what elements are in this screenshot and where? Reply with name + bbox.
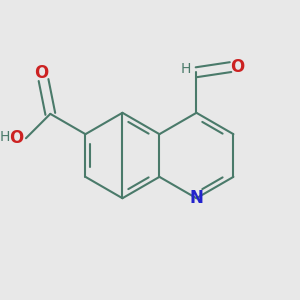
Text: N: N xyxy=(190,189,203,207)
Text: O: O xyxy=(230,58,244,76)
Text: H: H xyxy=(181,62,191,76)
Text: O: O xyxy=(9,129,23,147)
Text: O: O xyxy=(34,64,48,82)
Text: H: H xyxy=(0,130,10,144)
